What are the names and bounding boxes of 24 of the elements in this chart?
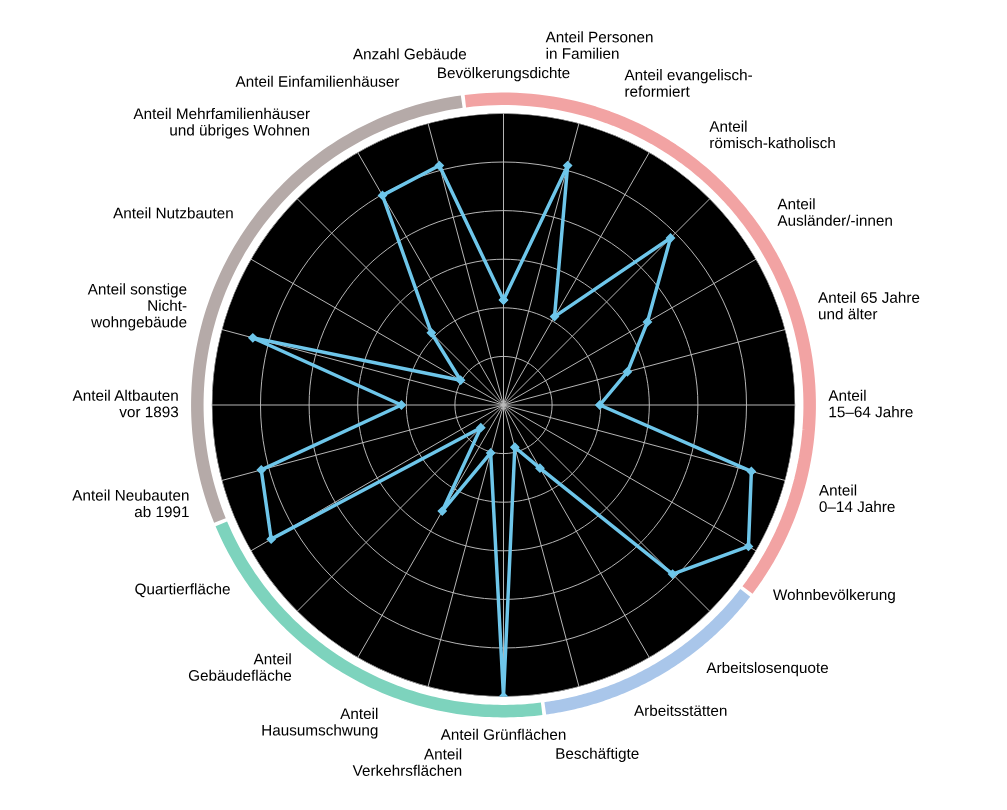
spoke-label: Arbeitsstätten (634, 704, 727, 717)
spoke-label: Anteil 65 Jahre und älter (818, 291, 920, 320)
spoke-label: Anzahl Gebäude (352, 48, 467, 60)
spoke-label: Anteil Gebäudefläche (188, 653, 292, 681)
spoke-label: Anteil Nutzbauten (113, 207, 233, 219)
spoke-label: Anteil 15–64 Jahre (828, 389, 913, 418)
spoke-label: Anteil Verkehrsflächen (352, 748, 462, 776)
spoke-label: Anteil 0–14 Jahre (818, 484, 895, 513)
spoke-label: Quartierfläche (135, 583, 230, 598)
spoke-label: Anteil evangelisch- reformiert (624, 69, 752, 97)
spoke-label: Anteil Mehrfamilienhäuser und übriges Wohnen (133, 107, 310, 139)
spoke-label: Wohnbevölkerung (772, 588, 895, 604)
spoke-label: Anteil Personen in Familien (545, 31, 653, 59)
spoke-label: Anteil Grünflächen (440, 728, 566, 740)
spoke-label: Bevölkerungsdichte (438, 67, 570, 82)
spoke-label: Anteil römisch-katholisch (709, 120, 835, 149)
spoke-label: Arbeitslosenquote (706, 661, 828, 677)
spoke-label: Anteil Altbauten vor 1893 (72, 389, 179, 418)
spoke-label: Anteil sonstige Nicht- wohngebäude (87, 283, 187, 331)
spoke-label: Anteil Ausländer/-innen (777, 198, 892, 226)
spoke-label: Anteil Hausumschwung (262, 707, 378, 739)
spoke-label: Beschäftigte (556, 747, 639, 762)
spoke-label: Anteil Einfamilienhäuser (235, 75, 400, 87)
spoke-label: Anteil Neubauten ab 1991 (72, 489, 189, 518)
